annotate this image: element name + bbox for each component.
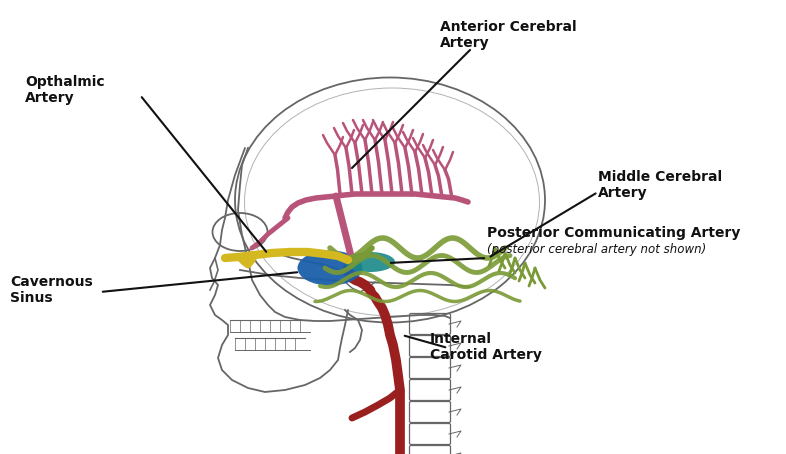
Ellipse shape xyxy=(345,252,395,272)
Text: Opthalmic
Artery: Opthalmic Artery xyxy=(25,75,105,105)
Text: Posterior Communicating Artery: Posterior Communicating Artery xyxy=(487,226,740,240)
Ellipse shape xyxy=(297,251,362,286)
Text: Internal
Carotid Artery: Internal Carotid Artery xyxy=(430,332,542,362)
Text: Anterior Cerebral
Artery: Anterior Cerebral Artery xyxy=(440,20,577,50)
Text: (posterior cerebral artery not shown): (posterior cerebral artery not shown) xyxy=(487,243,707,256)
Text: Middle Cerebral
Artery: Middle Cerebral Artery xyxy=(598,170,722,200)
Text: Cavernous
Sinus: Cavernous Sinus xyxy=(10,275,93,305)
